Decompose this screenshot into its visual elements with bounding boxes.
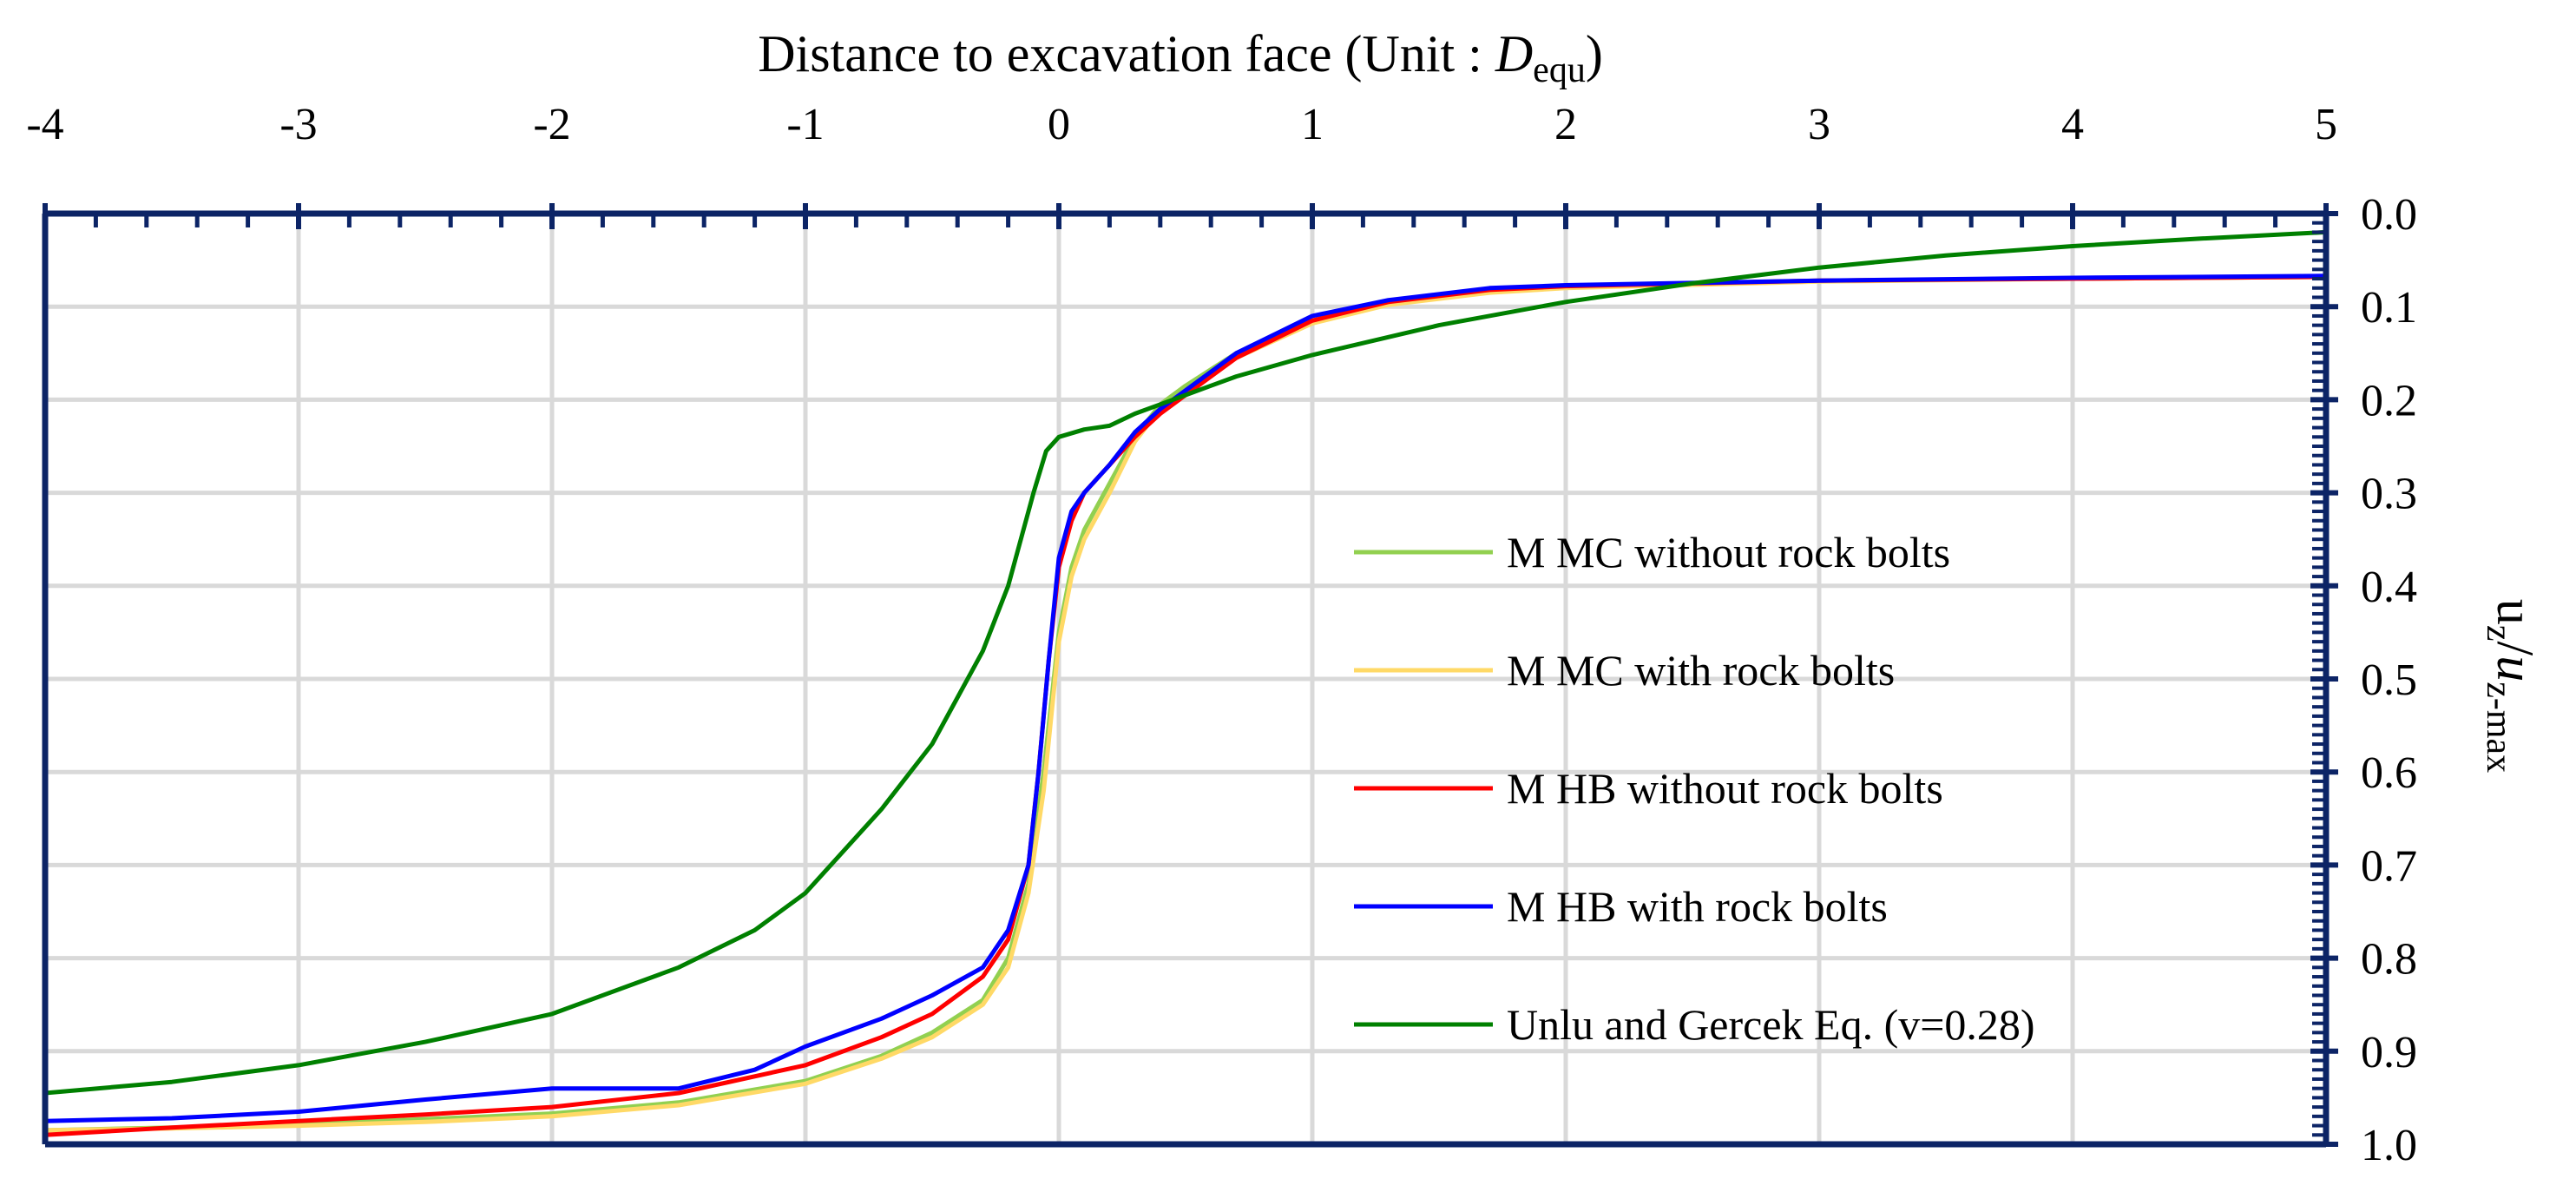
x-tick-label: 4	[2061, 100, 2084, 149]
y-tick-label: 0.6	[2361, 748, 2417, 798]
y-tick-label: 0.1	[2361, 283, 2417, 333]
y-tick-label: 0.2	[2361, 376, 2417, 425]
series-line-2	[43, 274, 2329, 1133]
x-tick-label: -4	[26, 100, 63, 149]
x-tick-label: -2	[533, 100, 570, 149]
y-tick-label: 0.7	[2361, 841, 2417, 891]
x-axis-title: Distance to excavation face (Unit : Dequ…	[758, 25, 1603, 90]
grid-lines	[45, 214, 2326, 1144]
legend: M MC without rock bolts M MC with rock bo…	[1354, 528, 2035, 1049]
y-axis-title: uz/uz-max	[2479, 599, 2544, 773]
x-tick-label: -3	[279, 100, 317, 149]
x-tick-label: 1	[1301, 100, 1324, 149]
legend-label-2: M MC with rock bolts	[1507, 646, 1895, 695]
y-tick-label: 0.0	[2361, 190, 2417, 240]
series-line-4	[43, 273, 2329, 1123]
y-tick-label: 0.4	[2361, 563, 2417, 612]
y-tick-label: 0.3	[2361, 470, 2417, 519]
legend-label-3: M HB without rock bolts	[1507, 764, 1943, 813]
y-tick-label: 0.8	[2361, 935, 2417, 985]
x-tick-label: 5	[2315, 100, 2337, 149]
axis-titles: Distance to excavation face (Unit : Dequ…	[758, 25, 2544, 773]
series-line-5	[43, 229, 2329, 1096]
y-tick-label: 0.5	[2361, 655, 2417, 705]
y-tick-label: 1.0	[2361, 1121, 2417, 1170]
axes: -4 -3 -2 -1 0 1 2 3 4 5 0.0 0.1 0.2 0.3 0.4 0.5 0.6 0.7 0.…	[26, 100, 2417, 1170]
series-lines	[43, 229, 2329, 1137]
x-tick-label: 2	[1554, 100, 1577, 149]
y-tick-label: 0.9	[2361, 1028, 2417, 1077]
legend-label-4: M HB with rock bolts	[1507, 882, 1888, 931]
x-tick-label: 3	[1808, 100, 1830, 149]
x-tick-label: -1	[786, 100, 824, 149]
x-tick-label: 0	[1048, 100, 1070, 149]
legend-label-1: M MC without rock bolts	[1507, 528, 1950, 576]
legend-label-5: Unlu and Gercek Eq. (v=0.28)	[1507, 1000, 2035, 1049]
